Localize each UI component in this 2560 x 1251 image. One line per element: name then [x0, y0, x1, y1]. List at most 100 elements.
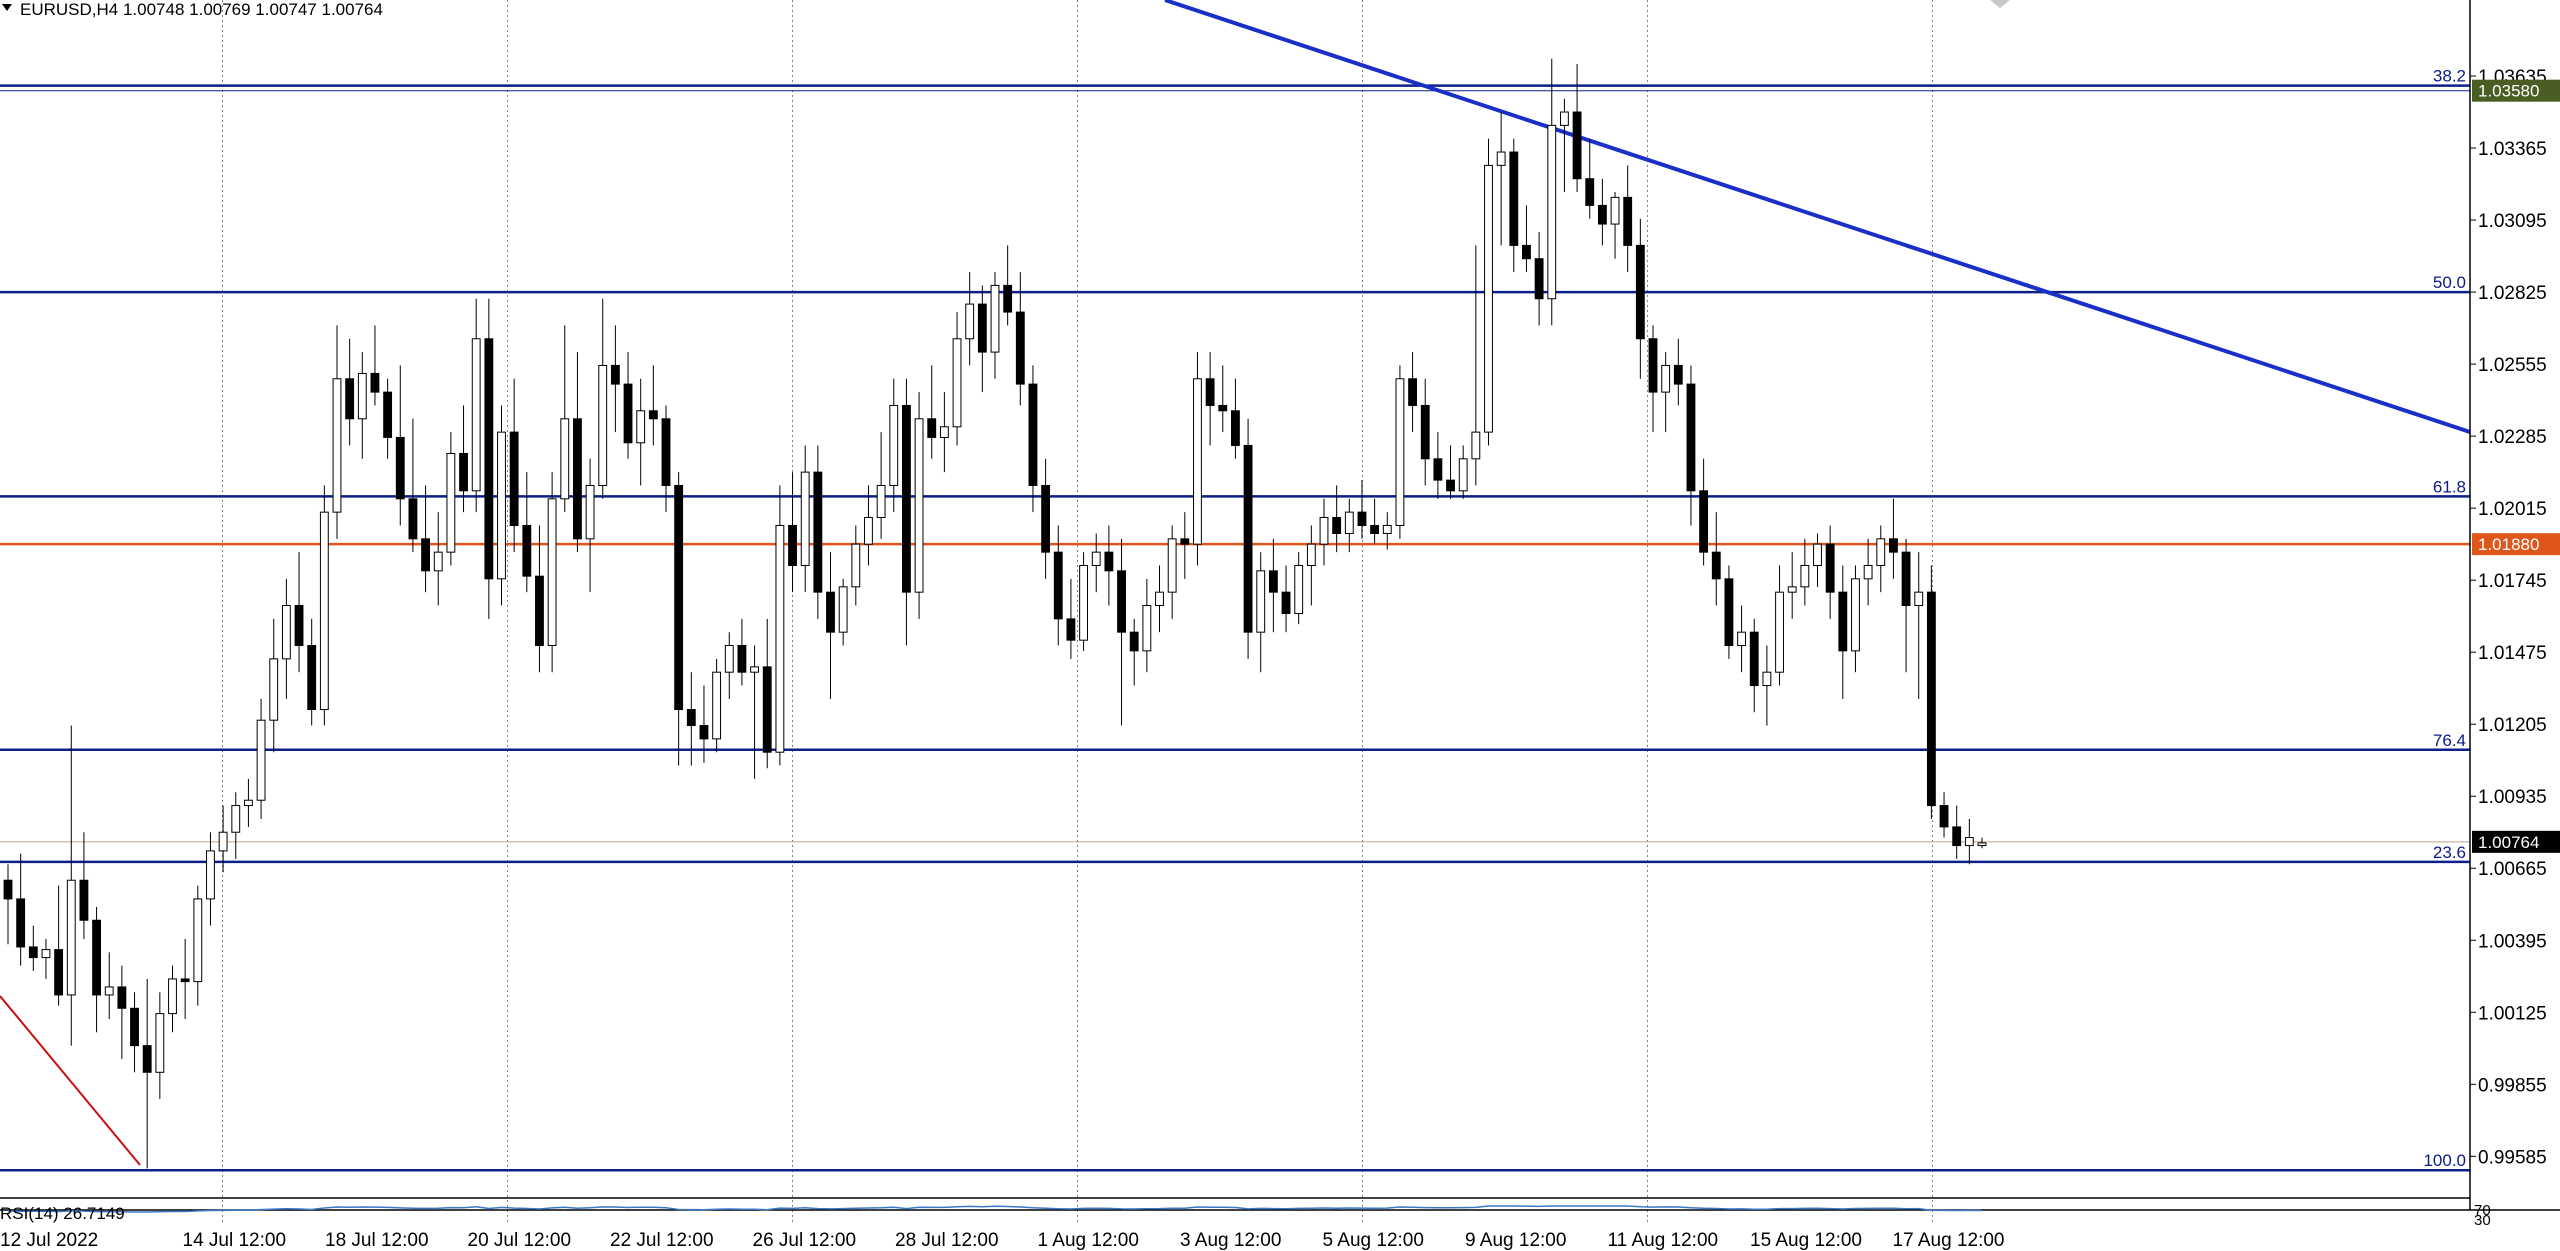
chart-shift-marker-icon[interactable] [1990, 0, 2010, 8]
candle [522, 472, 532, 593]
candle [1560, 98, 1569, 193]
candle [573, 352, 582, 553]
candle-body-bullish [1547, 124, 1557, 300]
candle-body-bullish [433, 551, 443, 572]
candle [370, 325, 380, 406]
price-axis[interactable] [2470, 0, 2560, 1251]
candle [623, 352, 633, 459]
price-tick-label: 1.00125 [2478, 1003, 2547, 1024]
candle [1648, 325, 1658, 433]
candle [1711, 512, 1721, 606]
candle-body-bearish [1648, 338, 1658, 393]
candle [1825, 525, 1835, 619]
candle-body-bearish [54, 949, 64, 996]
candle-body-bullish [560, 418, 570, 500]
candle-body-bullish [939, 426, 949, 438]
price-tick-label: 1.02825 [2478, 283, 2547, 304]
candle-body-bearish [1281, 591, 1291, 615]
price-tick-label: 1.00665 [2478, 859, 2547, 880]
candle-body-bearish [28, 946, 38, 959]
candle-body-bearish [648, 410, 658, 420]
price-tick-label: 1.00395 [2478, 931, 2547, 952]
candle-body-bullish [1560, 111, 1569, 126]
candle-body-bearish [1420, 404, 1430, 460]
descending-trend-line[interactable] [1164, 0, 2471, 434]
candle-body-bullish [1458, 458, 1468, 492]
candle [1939, 792, 1949, 838]
candle [788, 472, 797, 593]
price-tick-label: 1.01205 [2478, 715, 2547, 736]
candle-body-bearish [1952, 826, 1962, 847]
candle [345, 338, 355, 446]
candle-body-bullish [446, 452, 456, 553]
candle [1104, 525, 1114, 606]
fib-level-label: 100.0 [2423, 1151, 2466, 1170]
candle [800, 445, 810, 593]
candle-body-bullish [775, 524, 785, 753]
trend-lines[interactable] [0, 0, 2471, 1166]
candle-body-bearish [1205, 378, 1215, 406]
candle [1484, 138, 1493, 446]
candle [1952, 805, 1962, 859]
candle [1572, 64, 1582, 193]
red-trend-line[interactable] [0, 995, 141, 1166]
candle [737, 618, 747, 686]
candle [1686, 365, 1696, 526]
candle [838, 578, 848, 646]
candle [636, 378, 646, 486]
candle-body-bullish [269, 658, 279, 721]
candle-body-bullish [1079, 564, 1088, 641]
candle-body-bullish [1914, 591, 1924, 607]
candle-body-bullish [256, 719, 266, 801]
candle-body-bullish [104, 986, 114, 996]
candle [307, 618, 317, 726]
candle [750, 645, 759, 779]
candle [1003, 245, 1013, 326]
candle [421, 485, 430, 593]
candle-body-bearish [1003, 284, 1013, 313]
price-tick-label: 1.02015 [2478, 499, 2547, 520]
candle-body-bullish [1737, 631, 1746, 647]
candle [256, 698, 266, 819]
candle [1231, 378, 1240, 459]
fibonacci-levels[interactable]: 38.2 50.0 61.8 76.4 23.6 100.0 [0, 67, 2470, 1172]
candle [1914, 552, 1924, 699]
candle-body-bullish [1294, 564, 1304, 615]
candle [1370, 498, 1380, 545]
candle [939, 392, 949, 473]
candle-body-bearish [623, 383, 633, 444]
candle-body-bearish [1686, 383, 1696, 492]
candle [1964, 818, 1974, 865]
triangle-down-icon[interactable] [2, 4, 12, 11]
candle-body-bearish [1446, 479, 1455, 492]
candle-body-bearish [92, 919, 101, 996]
candle-body-bearish [522, 524, 532, 577]
candle [3, 864, 13, 945]
candle [1509, 138, 1519, 273]
candle-body-bullish [1344, 511, 1354, 534]
candle-body-bullish [357, 372, 367, 420]
candle [104, 952, 114, 1019]
candle-body-bearish [1357, 511, 1367, 526]
candle-body-bearish [117, 986, 127, 1009]
candle [383, 378, 393, 459]
candle [1433, 432, 1443, 499]
candle [155, 992, 165, 1099]
candle [1395, 365, 1405, 539]
time-tick-label: 17 Aug 12:00 [1893, 1230, 2005, 1251]
candle [813, 445, 823, 619]
candle-body-bearish [699, 725, 709, 740]
candle-body-bearish [1243, 444, 1253, 633]
candle [1091, 533, 1101, 593]
candle-body-bullish [1193, 378, 1202, 545]
candle-body-bearish [1901, 551, 1911, 607]
rsi-label: RSI(14) 26.7149 [0, 1204, 125, 1223]
candle [1256, 552, 1266, 673]
candle-body-bearish [1597, 204, 1607, 225]
candle-body-bearish [79, 879, 89, 921]
candle-body-bearish [1724, 578, 1734, 647]
candle [1838, 565, 1848, 699]
candle [547, 472, 557, 673]
